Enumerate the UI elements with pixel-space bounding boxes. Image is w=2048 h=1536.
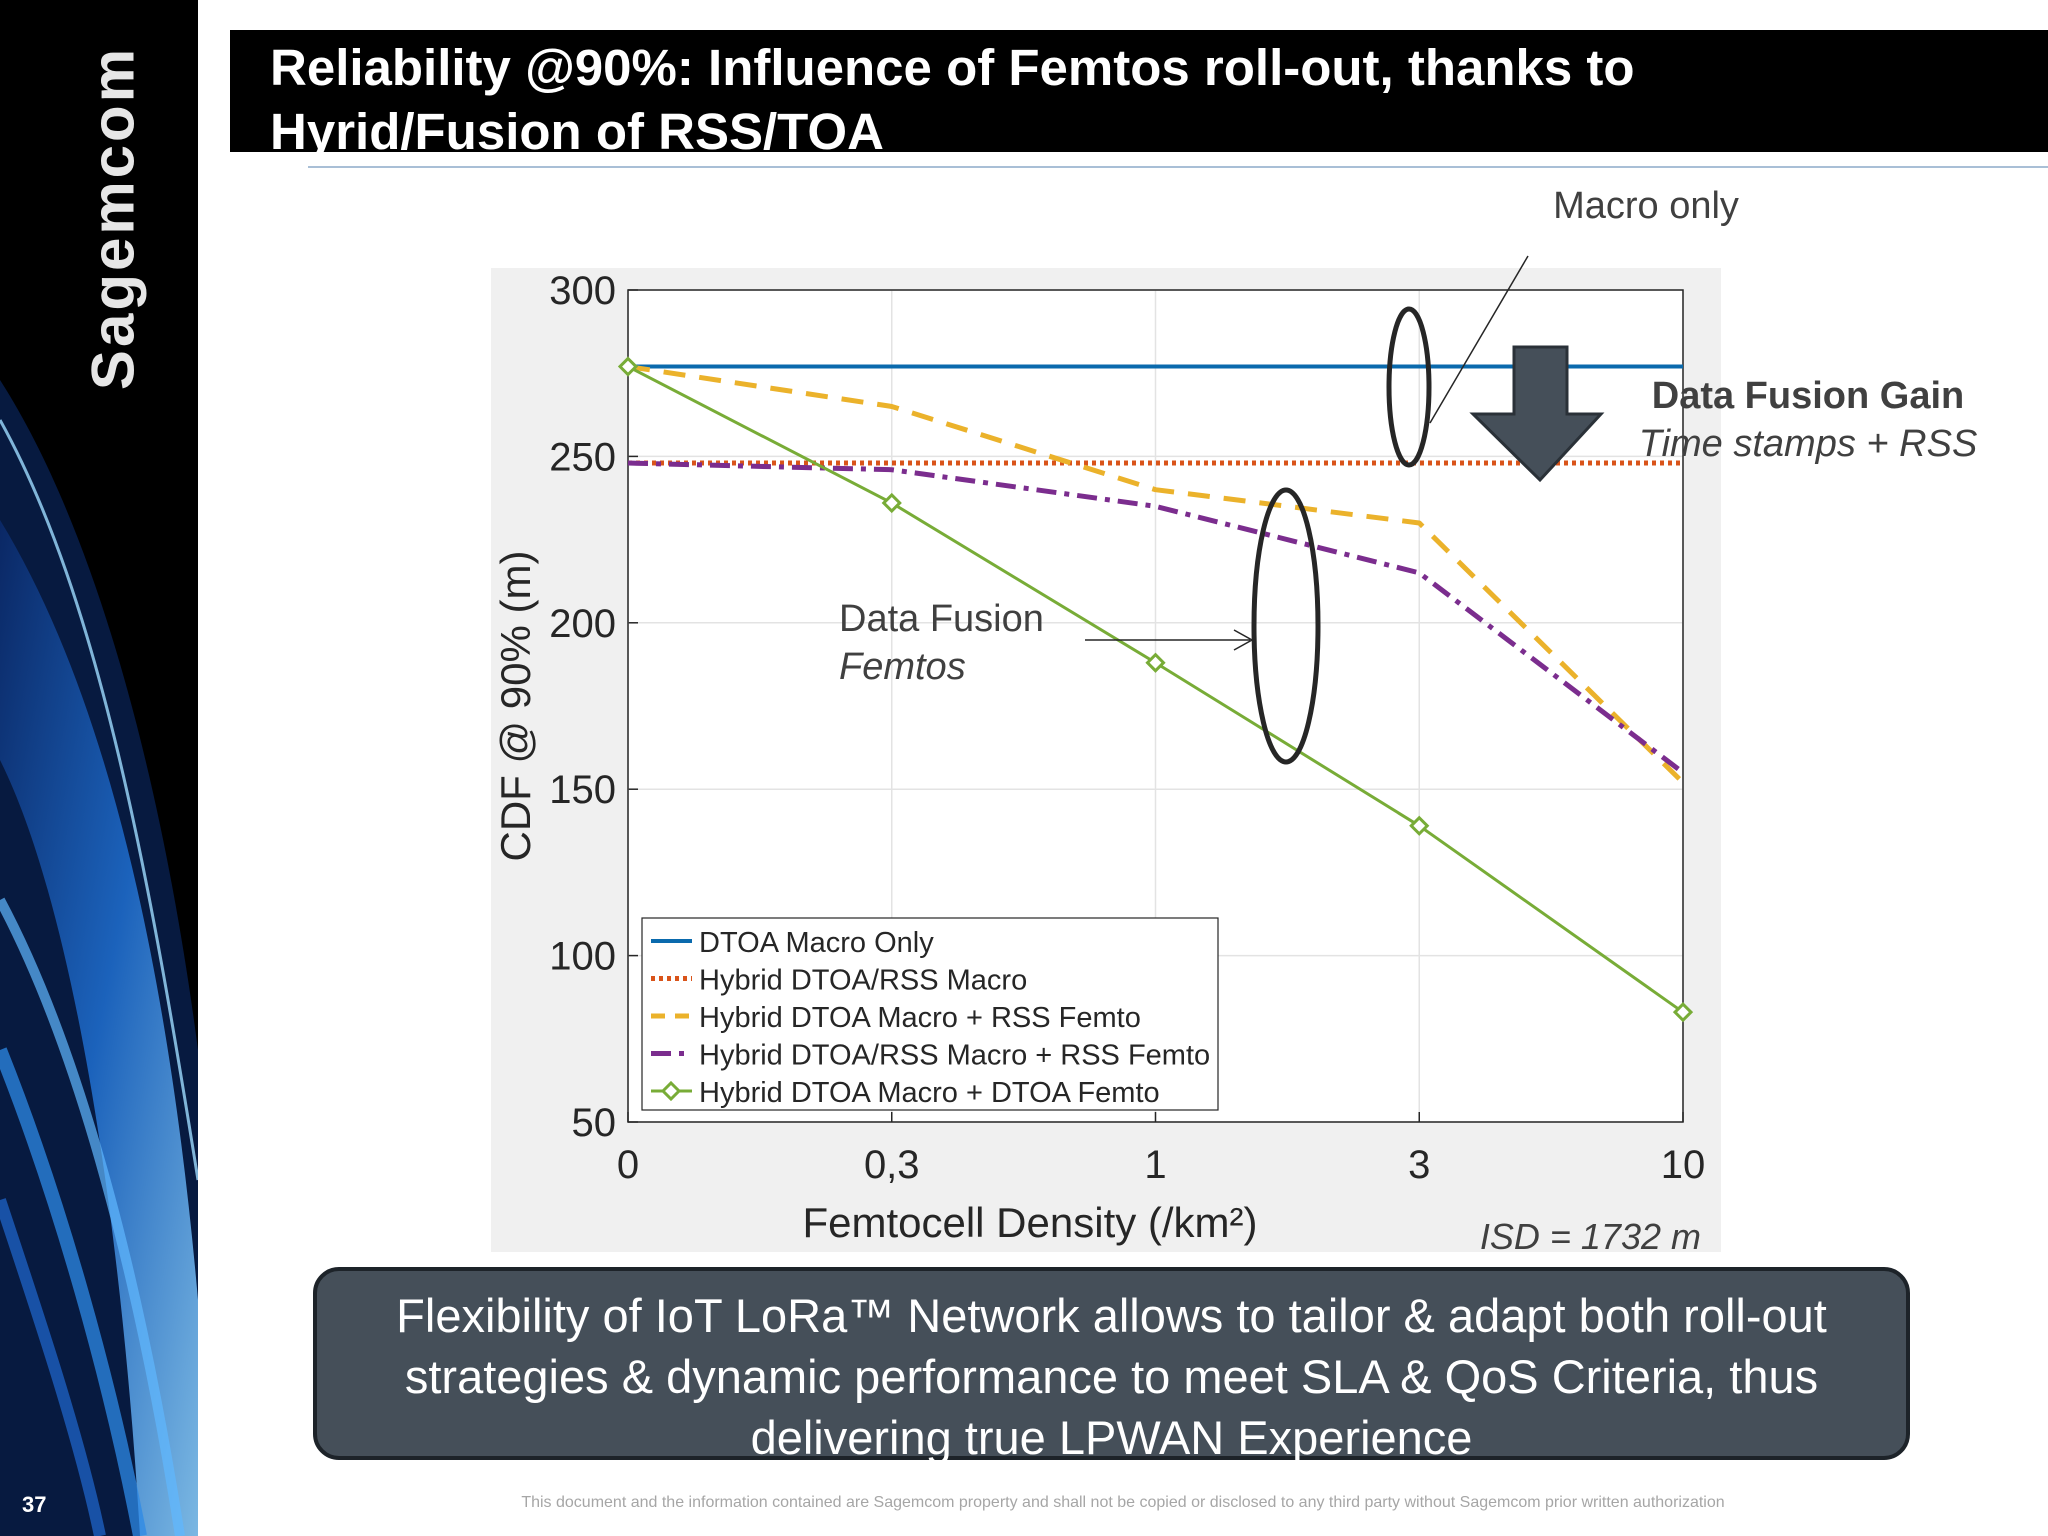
y-tick-label: 200 bbox=[549, 602, 616, 646]
legend-entry: DTOA Macro Only bbox=[699, 927, 934, 959]
legend-entry: Hybrid DTOA/RSS Macro + RSS Femto bbox=[699, 1040, 1210, 1072]
legend-entry: Hybrid DTOA/RSS Macro bbox=[699, 965, 1027, 997]
series-marker-diamond bbox=[1145, 652, 1166, 673]
series-5 bbox=[617, 356, 1694, 1023]
title-underline bbox=[308, 166, 2048, 168]
series-marker-diamond bbox=[1672, 1002, 1694, 1023]
series-marker-diamond bbox=[881, 492, 902, 514]
y-tick-label: 250 bbox=[549, 435, 616, 479]
bottom-message-box: Flexibility of IoT LoRa™ Network allows … bbox=[313, 1267, 1910, 1464]
legend-box bbox=[641, 917, 1219, 1111]
fusion-femtos-subtitle: Femtos bbox=[839, 646, 966, 688]
series-line bbox=[627, 460, 1685, 775]
disclaimer: This document and the information contai… bbox=[521, 1494, 1725, 1511]
x-axis-label: Femtocell Density (/km²) bbox=[802, 1199, 1257, 1246]
series-line bbox=[627, 364, 1685, 785]
femtos-ellipse bbox=[1251, 487, 1321, 765]
title-bar: Reliability @90%: Influence of Femtos ro… bbox=[230, 30, 2048, 160]
y-tick-labels: 50 100 150 200 250 300 bbox=[549, 269, 616, 1145]
macro-only-label: Macro only bbox=[1553, 185, 1739, 227]
x-tick-label: 3 bbox=[1408, 1143, 1430, 1187]
macro-only-pointer bbox=[1429, 255, 1529, 424]
x-tick-label: 1 bbox=[1144, 1143, 1166, 1187]
y-tick-label: 300 bbox=[549, 269, 616, 313]
page-number: 37 bbox=[22, 1492, 47, 1517]
sidebar-swoosh-art bbox=[0, 380, 198, 1536]
sidebar: Sagemcom 37 bbox=[0, 0, 198, 1536]
y-tick-label: 50 bbox=[572, 1101, 617, 1145]
x-tick-labels: 0 0,3 1 3 10 bbox=[617, 1143, 1705, 1187]
series-lines bbox=[617, 356, 1694, 1023]
fusion-gain-subtitle: Time stamps + RSS bbox=[1639, 423, 1978, 465]
slide-title: Reliability @90%: Influence of Femtos ro… bbox=[270, 39, 1635, 160]
y-tick-label: 150 bbox=[549, 768, 616, 812]
legend-entry: Hybrid DTOA Macro + RSS Femto bbox=[699, 1002, 1141, 1034]
plot-frame bbox=[627, 289, 1684, 1123]
macro-gain-ellipse bbox=[1386, 306, 1432, 468]
isd-label: ISD = 1732 m bbox=[1480, 1216, 1701, 1257]
series-3 bbox=[627, 364, 1685, 785]
series-marker-diamond bbox=[660, 1080, 682, 1102]
x-tick-label: 0 bbox=[617, 1143, 639, 1187]
legend: DTOA Macro Only Hybrid DTOA/RSS Macro Hybr… bbox=[641, 917, 1219, 1111]
x-tick-label: 0,3 bbox=[864, 1143, 920, 1187]
y-axis-label: CDF @ 90% (m) bbox=[492, 551, 539, 862]
fusion-femtos-title: Data Fusion bbox=[839, 598, 1044, 640]
series-4 bbox=[627, 460, 1685, 775]
legend-entry: Hybrid DTOA Macro + DTOA Femto bbox=[699, 1077, 1160, 1109]
femtos-pointer-head bbox=[1233, 629, 1254, 651]
x-tick-label: 10 bbox=[1661, 1143, 1706, 1187]
series-marker-diamond bbox=[617, 356, 639, 377]
y-tick-label: 100 bbox=[549, 935, 616, 979]
series-marker-diamond bbox=[1409, 815, 1430, 836]
down-arrow-icon bbox=[1469, 345, 1605, 483]
fusion-gain-title: Data Fusion Gain bbox=[1652, 375, 1964, 417]
